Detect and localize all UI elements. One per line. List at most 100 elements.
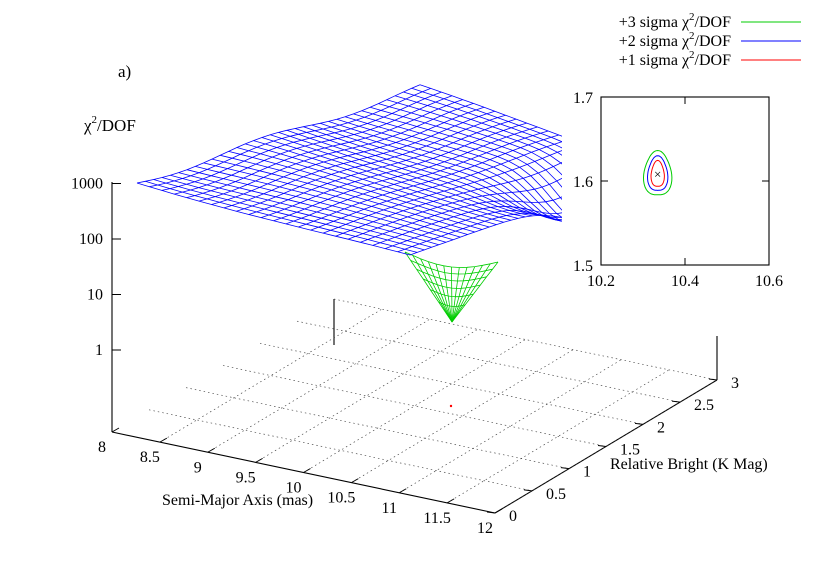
z-tick-label: 100 bbox=[79, 231, 103, 248]
y-tick-label: 0 bbox=[509, 508, 517, 525]
y-tick-mark bbox=[708, 378, 718, 381]
best-fit-marker: × bbox=[654, 166, 661, 181]
y-tick-label: 3 bbox=[731, 375, 739, 392]
surface-mesh-line bbox=[195, 166, 461, 238]
x-tick-mark bbox=[494, 508, 503, 514]
y-axis-label: Relative Bright (K Mag) bbox=[610, 456, 768, 473]
x-tick-mark bbox=[255, 457, 263, 463]
floor-grid-line-y bbox=[148, 409, 533, 492]
surface-mesh-line bbox=[353, 113, 562, 211]
inset-x-tick-label: 10.6 bbox=[755, 273, 783, 290]
legend-label: +1 sigma χ2/DOF bbox=[619, 49, 731, 69]
surface-mesh-line bbox=[228, 151, 490, 228]
y-tick-label: 0.5 bbox=[546, 486, 566, 503]
inset-frame bbox=[600, 96, 770, 266]
surface-mesh-line bbox=[328, 121, 562, 222]
floor-grid-line-y bbox=[222, 365, 607, 447]
z-tick-label: 10 bbox=[87, 287, 103, 304]
lower-surface-line bbox=[451, 265, 483, 323]
surface-mesh-line bbox=[369, 106, 562, 188]
y-tick-label: 1 bbox=[583, 464, 591, 481]
surface-mesh-line bbox=[261, 137, 519, 219]
lower-surface-line bbox=[451, 267, 460, 323]
floor-grid-line-x bbox=[303, 339, 526, 473]
surface-mesh-line bbox=[153, 179, 425, 251]
lower-surface-line bbox=[451, 266, 476, 323]
minimum-marker bbox=[449, 404, 453, 408]
surface-mesh-line bbox=[278, 132, 533, 217]
x-tick-label: 11.5 bbox=[423, 510, 450, 527]
surface-mesh-line bbox=[270, 134, 526, 218]
x-tick-label: 11 bbox=[382, 500, 397, 517]
surface-mesh-line bbox=[319, 122, 562, 221]
lower-surface-line bbox=[451, 263, 491, 323]
y-tick-mark bbox=[560, 467, 570, 470]
inset-x-tick-label: 10.2 bbox=[587, 273, 615, 290]
inset-y-tick-label: 1.6 bbox=[573, 174, 593, 191]
chi-square-surface-mesh bbox=[136, 84, 562, 256]
inset-contours bbox=[642, 149, 673, 196]
inset-ticks: 10.2 10.4 10.6 1.5 1.6 1.7 bbox=[573, 90, 783, 290]
surface-mesh-line bbox=[186, 169, 454, 241]
surface-mesh-line bbox=[253, 140, 511, 221]
lower-surface-line bbox=[451, 267, 468, 323]
y-tick-mark bbox=[523, 489, 533, 492]
floor-grid-line-y bbox=[259, 343, 644, 425]
legend-label: +3 sigma χ2/DOF bbox=[619, 11, 731, 31]
surface-mesh-line bbox=[419, 84, 562, 137]
panel-label: a) bbox=[118, 62, 132, 81]
lower-surface-line bbox=[435, 263, 453, 323]
inset-y-tick-label: 1.7 bbox=[573, 90, 593, 107]
y-tick-mark bbox=[486, 511, 496, 514]
surface-mesh-line bbox=[344, 116, 562, 218]
x-axis-label: Semi-Major Axis (mas) bbox=[162, 492, 313, 509]
lower-surface-line bbox=[451, 261, 499, 323]
z-axis-ticks: 1 10 100 1000 bbox=[71, 176, 121, 359]
contour-line bbox=[646, 155, 669, 191]
y-tick-label: 2 bbox=[657, 419, 665, 436]
x-tick-label: 9.5 bbox=[236, 469, 256, 486]
floor-grid bbox=[148, 298, 718, 514]
x-tick-label: 8.5 bbox=[140, 449, 160, 466]
surface-mesh-line bbox=[286, 129, 540, 216]
z-axis-label: χ2/DOF bbox=[83, 114, 136, 135]
y-axis-ticks: 0 0.5 1 1.5 2 2.5 3 bbox=[486, 375, 739, 525]
z-tick-label: 1 bbox=[95, 342, 103, 359]
surface-mesh-line bbox=[403, 91, 562, 149]
x-tick-label: 12 bbox=[477, 520, 493, 537]
surface-mesh-line bbox=[136, 182, 411, 256]
floor-grid-line-x bbox=[207, 318, 430, 453]
floor-grid-line-y bbox=[296, 320, 681, 403]
inset-y-tick-label: 1.5 bbox=[573, 258, 593, 275]
surface-mesh-line bbox=[411, 87, 562, 143]
surface-mesh-line bbox=[336, 118, 562, 222]
inset-x-tick-label: 10.4 bbox=[671, 273, 699, 290]
surface-mesh-line bbox=[211, 158, 476, 233]
x-tick-label: 9 bbox=[194, 459, 202, 476]
surface-mesh-line bbox=[378, 103, 562, 176]
surface-mesh-line bbox=[203, 162, 468, 235]
surface-mesh-line bbox=[361, 110, 562, 200]
x-tick-mark bbox=[111, 427, 120, 433]
lower-surface-mesh bbox=[404, 251, 499, 323]
z-tick-label: 1000 bbox=[71, 176, 103, 193]
surface-mesh-line bbox=[311, 124, 562, 218]
lower-surface-line bbox=[443, 265, 453, 323]
y-tick-mark bbox=[634, 422, 644, 425]
x-tick-mark bbox=[399, 488, 407, 494]
surface-mesh-line bbox=[236, 147, 497, 225]
surface-mesh-line bbox=[145, 180, 418, 253]
surface-mesh-line bbox=[170, 174, 439, 246]
x-axis-ticks: 8 8.5 9 9.5 10 10.5 11 11.5 12 bbox=[98, 427, 503, 537]
y-tick-mark bbox=[597, 445, 607, 447]
x-tick-label: 10.5 bbox=[327, 490, 355, 507]
surface-mesh-line bbox=[294, 128, 547, 216]
y-tick-label: 1.5 bbox=[620, 442, 640, 459]
legend-label: +2 sigma χ2/DOF bbox=[619, 30, 731, 50]
y-tick-label: 2.5 bbox=[694, 397, 714, 414]
x-tick-mark bbox=[303, 468, 311, 473]
x-tick-label: 10 bbox=[286, 480, 302, 497]
lower-surface-line bbox=[427, 261, 453, 323]
surface-mesh-line bbox=[245, 143, 504, 223]
legend: +3 sigma χ2/DOF+2 sigma χ2/DOF+1 sigma χ… bbox=[619, 11, 801, 69]
